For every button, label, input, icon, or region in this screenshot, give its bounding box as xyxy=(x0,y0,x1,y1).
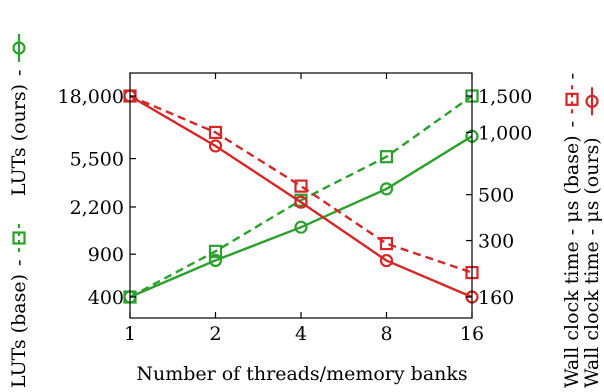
legend-right-ours: Wall clock time - μs (ours) xyxy=(581,87,603,388)
data-point-luts_ours xyxy=(294,220,308,234)
data-point-time_ours xyxy=(294,195,308,209)
right-tick-label: 300 xyxy=(478,231,514,253)
legend-left-ours-separator: - xyxy=(8,70,30,76)
data-point-time_ours xyxy=(379,253,394,268)
data-point-time_base xyxy=(208,125,223,140)
legend-left-ours-marker xyxy=(12,41,26,55)
x-tick-label: 1 xyxy=(124,323,136,345)
plot-area xyxy=(123,89,479,304)
right-tick-label: 160 xyxy=(478,287,514,309)
left-tick-label: 400 xyxy=(88,287,124,309)
x-tick-label: 2 xyxy=(209,323,221,345)
x-tick-label: 4 xyxy=(295,323,307,345)
legend-left-ours: LUTs (ours) - xyxy=(8,33,30,196)
left-tick-label: 18,000 xyxy=(58,86,124,108)
legend-layer: LUTs (base)-LUTs (ours)-Wall clock time … xyxy=(8,33,603,388)
series-line-luts_base xyxy=(129,95,473,299)
data-point-luts_ours xyxy=(208,253,223,268)
x-axis-label: Number of threads/memory banks xyxy=(136,363,467,385)
legend-right-base-separator: - xyxy=(561,121,583,127)
legend-left-base-label: LUTs (base) xyxy=(8,274,30,388)
series-line-time_base xyxy=(129,94,473,274)
data-point-luts_ours xyxy=(379,182,394,196)
x-tick-label: 16 xyxy=(460,323,484,345)
right-tick-label: 1,000 xyxy=(478,122,532,144)
data-point-time_base xyxy=(379,236,394,251)
right-tick-label: 1,500 xyxy=(478,86,532,108)
legend-left-ours-label: LUTs (ours) xyxy=(8,84,30,196)
right-tick-label: 500 xyxy=(478,185,514,207)
left-tick-label: 2,200 xyxy=(70,197,124,219)
legend-right-base-separator-2: - xyxy=(561,73,583,79)
axes: 1 2 4 8 16 400 900 2,200 5,500 18,000 160 300 500 1,0… xyxy=(58,72,532,345)
data-point-time_ours xyxy=(208,139,223,153)
legend-right-base-marker xyxy=(565,92,579,106)
legend-left-base-marker xyxy=(12,231,26,245)
series-line-luts_ours xyxy=(129,135,473,299)
series-line-time_ours xyxy=(129,94,473,299)
legend-right-base-label: Wall clock time - μs (base) xyxy=(561,135,583,388)
legend-right-ours-marker xyxy=(585,94,599,108)
legend-left-base-separator: - xyxy=(8,260,30,266)
series-time_base xyxy=(123,89,479,280)
x-tick-label: 8 xyxy=(380,323,392,345)
legend-right-base: Wall clock time - μs (base) - - xyxy=(561,73,583,388)
data-point-time_base xyxy=(294,179,308,193)
left-tick-label: 900 xyxy=(88,244,124,266)
legend-right-ours-label: Wall clock time - μs (ours) xyxy=(581,137,603,388)
data-point-luts_base xyxy=(379,150,394,164)
legend-left-base: LUTs (base) - xyxy=(8,224,30,388)
left-tick-label: 5,500 xyxy=(70,149,124,171)
data-point-luts_base xyxy=(208,244,223,258)
